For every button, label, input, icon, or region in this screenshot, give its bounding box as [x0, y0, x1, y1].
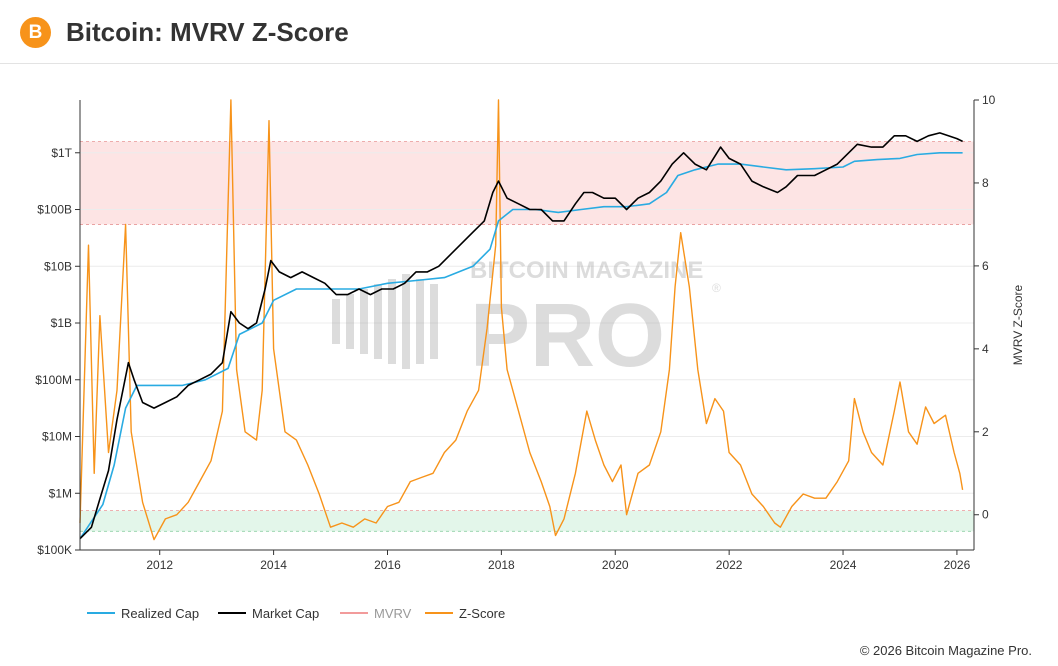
series-z-score: [79, 99, 964, 541]
left-tick-label: $1T: [51, 146, 72, 160]
x-tick-label: 2018: [488, 558, 515, 572]
legend-swatch: [218, 612, 246, 614]
series-layer: [79, 99, 964, 541]
legend-label: Z-Score: [459, 605, 506, 621]
x-tick-label: 2016: [374, 558, 401, 572]
watermark-line1: BITCOIN MAGAZINE: [470, 257, 703, 284]
right-axis-title: MVRV Z-Score: [1011, 284, 1025, 365]
mvrv-chart[interactable]: BITCOIN MAGAZINE PRO ® $100K $1M $10M $100M…: [0, 64, 1058, 600]
legend-label: Realized Cap: [121, 605, 200, 621]
legend-label: Market Cap: [252, 605, 320, 621]
watermark-bars-icon: [332, 274, 438, 369]
left-tick-label: $10B: [44, 259, 72, 273]
legend-item-realized-cap[interactable]: Realized Cap: [87, 600, 199, 626]
x-tick-label: 2022: [716, 558, 743, 572]
zone-undervalued: [80, 510, 974, 532]
series-realized-cap: [79, 152, 963, 540]
axes-layer: $100K $1M $10M $100M $1B $10B $100B $1T 0 2 4 6 8 10 2…: [35, 93, 1025, 572]
right-tick-label: 8: [982, 176, 989, 190]
series-market-cap: [79, 132, 963, 540]
x-tick-label: 2014: [260, 558, 287, 572]
copyright: © 2026 Bitcoin Magazine Pro.: [859, 643, 1032, 658]
legend-item-market-cap[interactable]: Market Cap: [218, 600, 319, 626]
legend-swatch: [425, 612, 453, 614]
x-tick-label: 2026: [944, 558, 971, 572]
zone-overvalued: [80, 141, 974, 225]
legend-item-mvrv[interactable]: MVRV: [340, 600, 411, 626]
chart-header: B Bitcoin: MVRV Z-Score: [0, 0, 1058, 64]
left-tick-label: $100M: [35, 373, 72, 387]
left-tick-label: $1B: [51, 316, 72, 330]
watermark-line2: PRO: [470, 286, 665, 386]
legend-item-z-score[interactable]: Z-Score: [425, 600, 505, 626]
left-tick-label: $100B: [37, 203, 72, 217]
page-title: Bitcoin: MVRV Z-Score: [66, 17, 349, 47]
x-tick-label: 2020: [602, 558, 629, 572]
right-tick-label: 2: [982, 425, 989, 439]
legend-swatch: [87, 612, 115, 614]
left-tick-label: $100K: [37, 543, 72, 557]
right-tick-label: 0: [982, 508, 989, 522]
left-tick-label: $1M: [49, 486, 72, 500]
x-tick-label: 2012: [146, 558, 173, 572]
left-tick-label: $10M: [42, 430, 72, 444]
bitcoin-icon: B: [20, 17, 51, 48]
legend-swatch: [340, 612, 368, 614]
right-tick-label: 4: [982, 342, 989, 356]
watermark: BITCOIN MAGAZINE PRO ®: [332, 257, 721, 386]
watermark-mark: ®: [712, 281, 721, 295]
right-tick-label: 6: [982, 259, 989, 273]
legend-label: MVRV: [374, 605, 412, 621]
right-tick-label: 10: [982, 93, 996, 107]
x-tick-label: 2024: [830, 558, 857, 572]
